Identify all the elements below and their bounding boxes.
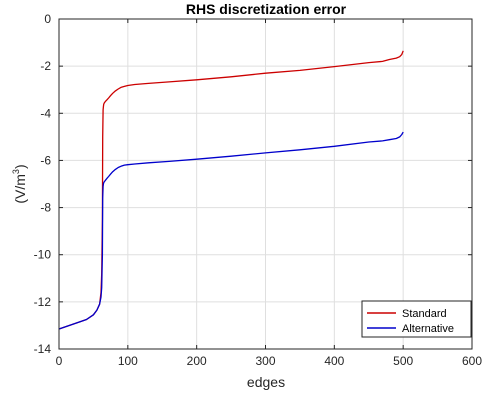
y-tick-label: 0 — [44, 12, 51, 26]
y-tick-labels: 0 -2 -4 -6 -8 -10 -12 -14 — [34, 12, 52, 356]
x-tick-label: 0 — [56, 354, 63, 368]
x-tick-label: 400 — [324, 354, 344, 368]
series-line-standard — [58, 50, 404, 330]
legend-box — [361, 300, 472, 338]
ticks — [58, 18, 473, 350]
y-tick-label: -8 — [40, 201, 51, 215]
y-tick-label: -4 — [40, 106, 51, 120]
y-axis-label: (V/m3) — [11, 164, 28, 203]
x-tick-label: 200 — [187, 354, 207, 368]
legend: Standard Alternative — [361, 300, 472, 338]
y-axis-label-close: ) — [12, 164, 28, 169]
y-tick-label: -2 — [40, 59, 51, 73]
series-lines — [58, 50, 404, 330]
x-axis-label: edges — [247, 374, 285, 390]
y-tick-label: -10 — [34, 248, 52, 262]
x-tick-label: 100 — [118, 354, 138, 368]
chart-title: RHS discretization error — [186, 1, 347, 17]
y-axis-label-superscript: 3 — [11, 169, 21, 174]
series-line-alternative — [58, 131, 404, 330]
x-tick-labels: 0 100 200 300 400 500 600 — [56, 354, 483, 368]
y-tick-label: -12 — [34, 295, 52, 309]
x-tick-label: 300 — [255, 354, 275, 368]
y-axis-label-unit: (V/m — [12, 174, 28, 204]
legend-label-alternative: Alternative — [402, 323, 454, 335]
y-tick-label: -14 — [34, 342, 52, 356]
y-tick-label: -6 — [40, 153, 51, 167]
legend-label-standard: Standard — [402, 308, 447, 320]
x-tick-label: 600 — [462, 354, 482, 368]
grid — [58, 18, 473, 350]
x-tick-label: 500 — [393, 354, 413, 368]
